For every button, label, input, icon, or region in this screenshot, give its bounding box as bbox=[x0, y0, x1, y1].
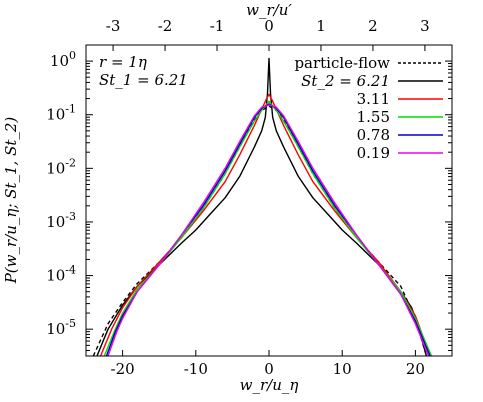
annotation-r: r = 1η bbox=[99, 53, 147, 71]
legend-label-2: 3.11 bbox=[357, 90, 390, 108]
ticks: -20 -10 0 10 20-3 -2 -1 0 1 2 310010-110-210-310-4… bbox=[46, 17, 452, 378]
top-tick-label: -1 bbox=[210, 17, 225, 35]
legend-label-3: 1.55 bbox=[357, 108, 390, 126]
x-axis-top-title: w_r/u′ bbox=[246, 1, 292, 19]
y-tick-label: 10-2 bbox=[46, 156, 76, 177]
curves bbox=[92, 57, 433, 356]
plot-frame bbox=[85, 44, 453, 357]
x-tick-label: 20 bbox=[406, 360, 425, 378]
legend-label-0: particle-flow bbox=[294, 54, 390, 72]
x-tick-label: 0 bbox=[264, 360, 274, 378]
top-tick-label: 1 bbox=[316, 17, 326, 35]
y-axis-title: P(w_r/u_η; St_1, St_2) bbox=[2, 117, 20, 285]
x-tick-label: -20 bbox=[111, 360, 135, 378]
series-line-1 bbox=[96, 57, 428, 356]
y-tick-label: 10-4 bbox=[46, 264, 76, 285]
top-tick-label: 3 bbox=[420, 17, 430, 35]
legend-label-1: St_2 = 6.21 bbox=[301, 72, 390, 90]
x-axis-title: w_r/u_η bbox=[240, 376, 299, 394]
legend-label-5: 0.19 bbox=[357, 144, 390, 162]
series-line-5 bbox=[107, 104, 430, 356]
y-tick-label: 10-5 bbox=[46, 317, 76, 338]
y-tick-label: 100 bbox=[50, 49, 76, 70]
top-tick-label: 2 bbox=[368, 17, 378, 35]
legend-label-4: 0.78 bbox=[357, 126, 390, 144]
y-tick-label: 10-1 bbox=[46, 103, 76, 124]
top-tick-label: 0 bbox=[264, 17, 274, 35]
x-tick-label: -10 bbox=[184, 360, 208, 378]
top-tick-label: -2 bbox=[158, 17, 173, 35]
x-tick-label: 10 bbox=[333, 360, 352, 378]
y-tick-label: 10-3 bbox=[46, 210, 76, 231]
annotation-st1: St_1 = 6.21 bbox=[99, 71, 188, 89]
top-tick-label: -3 bbox=[106, 17, 121, 35]
